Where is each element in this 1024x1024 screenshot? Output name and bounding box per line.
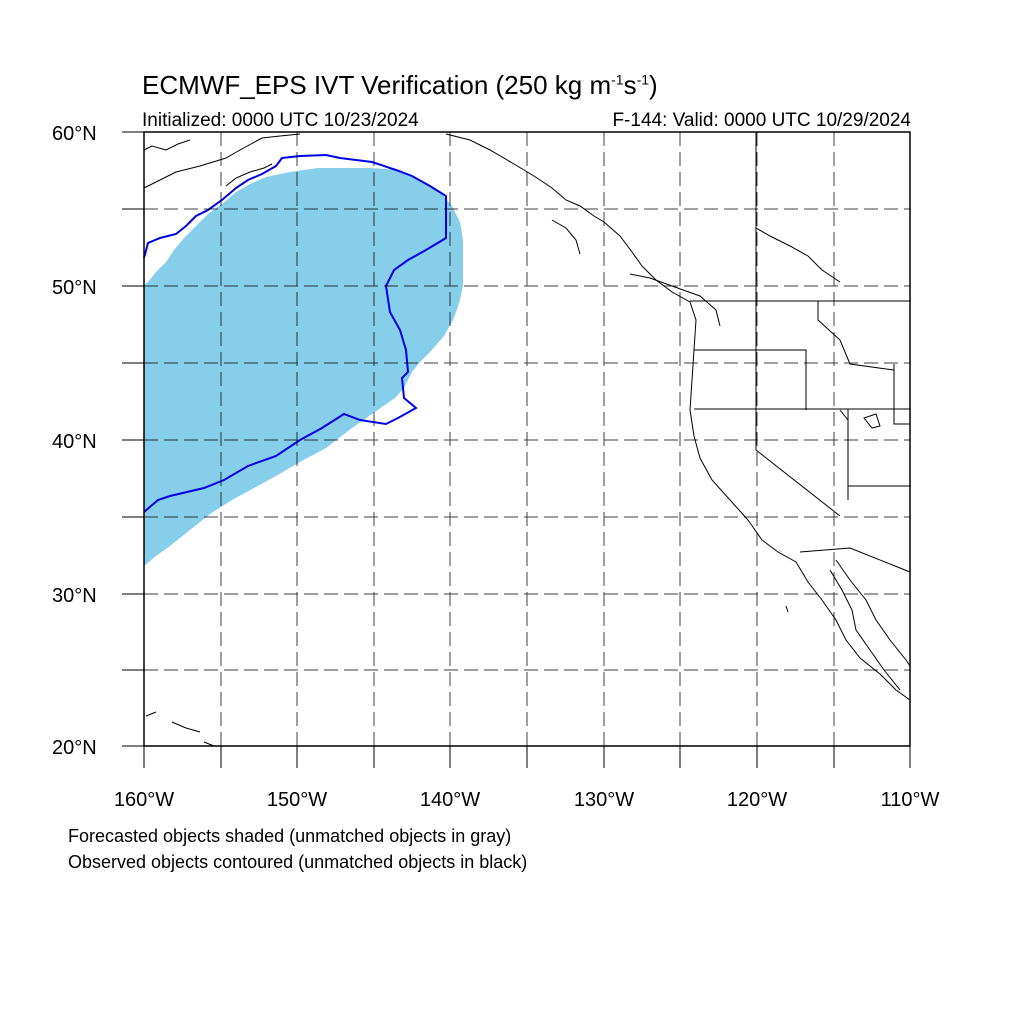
lon-label-150w: 150°W (267, 789, 327, 811)
map-title: ECMWF_EPS IVT Verification (250 kg m-1s-… (142, 70, 658, 100)
lat-label-60: 60°N (52, 123, 97, 145)
lat-label-20: 20°N (52, 737, 97, 759)
lat-label-50: 50°N (52, 277, 97, 299)
lon-label-160w: 160°W (114, 789, 174, 811)
political-borders (690, 132, 911, 573)
axis-ticks (122, 131, 911, 768)
init-time-label: Initialized: 0000 UTC 10/23/2024 (142, 110, 419, 131)
grid-lines (144, 132, 910, 746)
lon-label-130w: 130°W (574, 789, 634, 811)
forecast-note: Forecasted objects shaded (unmatched obj… (68, 826, 512, 846)
observed-note: Observed objects contoured (unmatched ob… (68, 852, 528, 872)
valid-time-label: F-144: Valid: 0000 UTC 10/29/2024 (612, 110, 911, 131)
forecast-object-shading (144, 168, 463, 566)
lat-label-30: 30°N (52, 585, 97, 607)
lon-label-110w: 110°W (881, 789, 940, 811)
lon-label-120w: 120°W (727, 789, 787, 811)
lat-label-40: 40°N (52, 431, 97, 453)
observed-object-contour (143, 153, 447, 513)
lon-label-140w: 140°W (420, 789, 480, 811)
